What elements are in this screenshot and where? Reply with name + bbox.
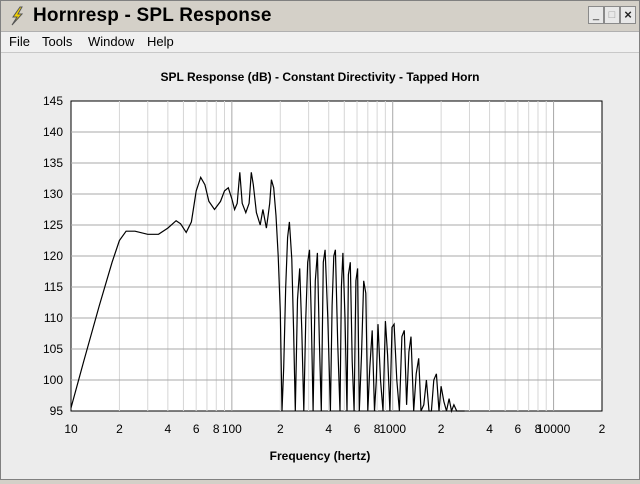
x-tick-label: 2 [116,422,123,436]
y-tick-label: 135 [43,156,63,170]
x-tick-label: 8 [374,422,381,436]
y-tick-label: 115 [44,280,63,294]
x-tick-label: 2 [438,422,445,436]
x-tick-label: 8 [535,422,542,436]
y-tick-label: 105 [43,342,63,356]
y-axis-ticks: 95 100 105 110 115 120 125 130 135 140 145 [43,94,63,418]
y-tick-label: 110 [44,311,63,325]
y-tick-label: 120 [43,249,63,263]
chart-title: SPL Response (dB) - Constant Directivity… [161,70,480,84]
y-tick-label: 95 [50,404,64,418]
y-tick-label: 125 [43,218,63,232]
x-tick-label: 10000 [537,422,571,436]
title-bar[interactable]: Hornresp - SPL Response _ □ × [1,1,639,32]
x-tick-label: 6 [515,422,522,436]
x-tick-label: 4 [325,422,332,436]
minimize-button[interactable]: _ [588,6,604,24]
x-tick-label: 4 [486,422,493,436]
spl-chart: SPL Response (dB) - Constant Directivity… [43,70,606,463]
spl-series-line [70,172,465,414]
x-tick-label: 10 [64,422,78,436]
menu-tools[interactable]: Tools [42,34,73,49]
x-tick-label: 6 [193,422,200,436]
y-tick-label: 100 [43,373,63,387]
x-tick-label: 100 [222,422,242,436]
x-tick-label: 8 [213,422,220,436]
close-button[interactable]: × [620,6,636,24]
window-title: Hornresp - SPL Response [33,5,272,26]
y-tick-label: 130 [43,187,63,201]
x-tick-label: 4 [165,422,172,436]
menu-file[interactable]: File [9,34,30,49]
y-tick-label: 145 [43,94,63,108]
x-tick-label: 6 [354,422,361,436]
x-axis-label: Frequency (hertz) [270,449,371,463]
x-tick-label: 1000 [379,422,406,436]
grid-lines [71,101,602,411]
plot-area: SPL Response (dB) - Constant Directivity… [1,53,639,479]
menu-help[interactable]: Help [147,34,174,49]
x-tick-label: 2 [599,422,606,436]
x-tick-label: 2 [277,422,284,436]
lightning-icon [11,6,24,26]
y-tick-label: 140 [43,125,63,139]
menu-window[interactable]: Window [88,34,135,49]
maximize-button[interactable]: □ [604,6,620,24]
menu-bar: File Tools Window Help [1,32,639,53]
